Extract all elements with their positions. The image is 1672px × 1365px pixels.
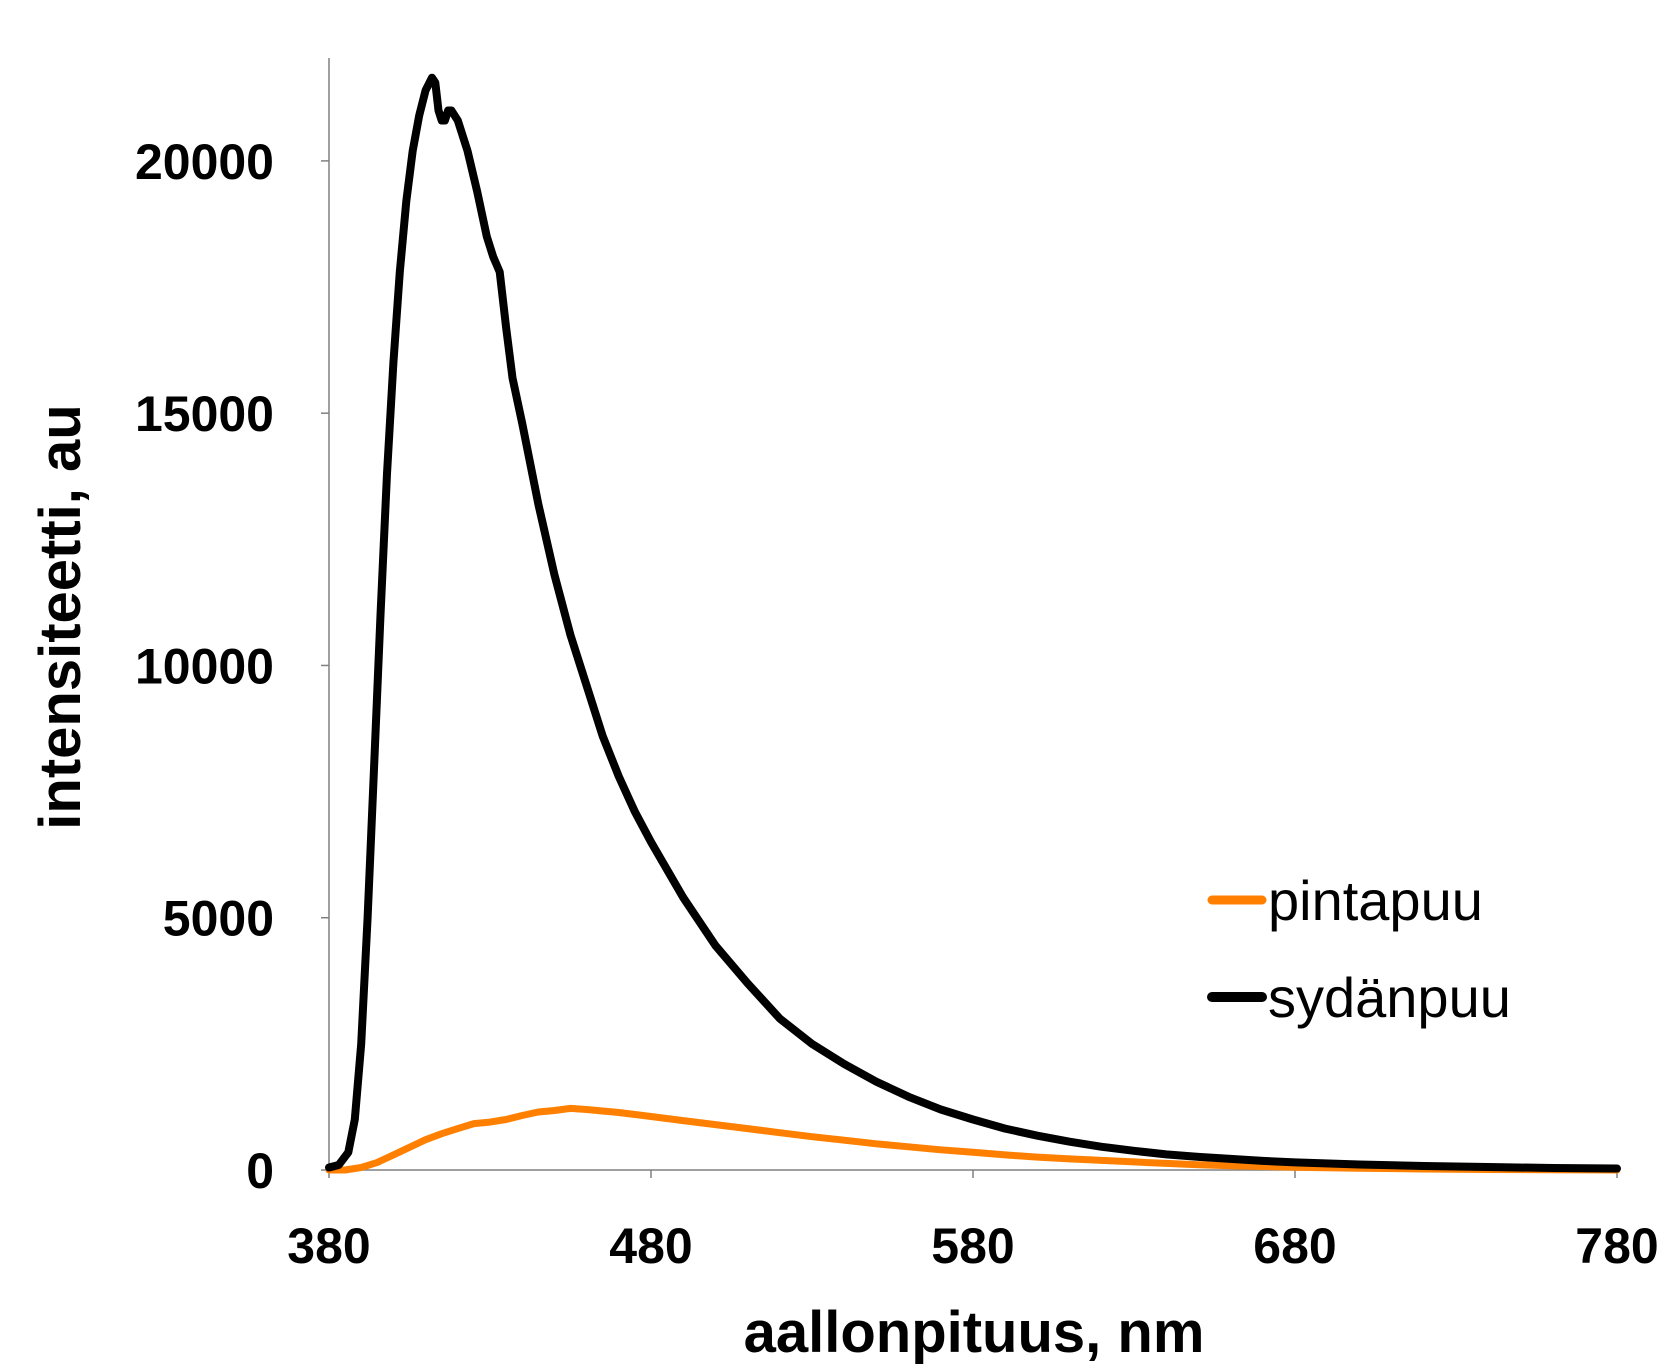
- series-line-0: [325, 1104, 1621, 1174]
- y-tick-label: 5000: [163, 891, 274, 947]
- x-tick-label: 380: [287, 1218, 370, 1274]
- x-tick-label: 580: [931, 1218, 1014, 1274]
- x-tick-label: 680: [1253, 1218, 1336, 1274]
- x-tick-label: 480: [609, 1218, 692, 1274]
- y-tick-label: 10000: [135, 638, 274, 694]
- series-line-1: [325, 73, 1621, 1173]
- y-tick-label: 20000: [135, 134, 274, 190]
- legend: pintapuu sydänpuu: [1207, 869, 1511, 1029]
- y-tick-label: 15000: [135, 386, 274, 442]
- tick-labels: 0 5000 10000 15000 20000 380 480 580 680 780: [135, 134, 1659, 1274]
- x-axis-title: aallonpituus, nm: [744, 1300, 1205, 1365]
- legend-label: sydänpuu: [1268, 966, 1511, 1029]
- x-tick-label: 780: [1575, 1218, 1658, 1274]
- series-layer: [325, 73, 1621, 1174]
- y-axis-title: intensiteetti, au: [28, 404, 93, 829]
- legend-label: pintapuu: [1268, 869, 1483, 932]
- y-tick-label: 0: [246, 1143, 274, 1199]
